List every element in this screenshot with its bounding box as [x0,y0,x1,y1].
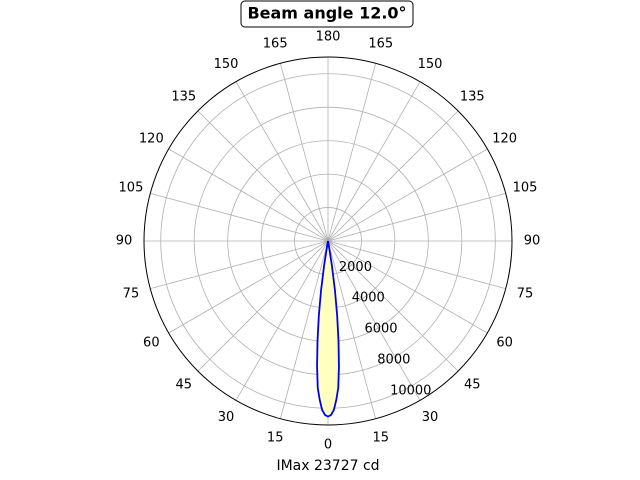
grid-line [327,192,506,242]
chart-title: Beam angle 12.0° [247,4,406,23]
theta-tick-label: 60 [496,336,513,351]
beam-line [316,240,340,418]
grid-line [327,110,459,242]
theta-tick-label: 135 [171,89,196,104]
theta-tick-label: 30 [422,410,439,425]
grid-line [197,240,329,372]
r-tick-label: 2000 [339,260,372,275]
theta-tick-label: 105 [119,181,144,196]
theta-tick-label: 15 [373,431,390,446]
grid-line [168,148,329,242]
theta-tick-label: 90 [524,234,541,249]
theta-tick-label: 75 [517,286,534,301]
theta-tick-label: 180 [316,30,341,45]
theta-tick-label: 15 [267,431,284,446]
theta-tick-label: 165 [368,36,393,51]
theta-tick-label: 150 [418,57,443,72]
grid-line [327,148,488,242]
title-box [240,0,414,28]
grid-line [327,63,377,242]
theta-tick-label: 45 [175,378,192,393]
grid-line [327,240,459,372]
theta-tick-label: 75 [123,286,140,301]
theta-tick-label: 135 [460,89,485,104]
x-axis-label: IMax 23727 cd [276,458,379,474]
theta-tick-label: 105 [513,181,538,196]
grid-line [279,63,329,242]
theta-tick-label: 120 [492,132,517,147]
theta-tick-label: 30 [218,410,235,425]
grid-line [235,81,329,242]
outer-circle [143,56,513,426]
theta-tick-label: 90 [116,234,133,249]
r-tick-label: 8000 [377,353,410,368]
grid-line [327,240,421,401]
grid-line [327,240,377,419]
grid-line [150,240,329,290]
theta-tick-label: 165 [263,36,288,51]
grid-line [197,110,329,242]
grid-line [327,240,506,290]
grid-line [279,240,329,419]
theta-tick-label: 150 [214,57,239,72]
theta-tick-label: 120 [139,132,164,147]
grid-line [327,81,421,242]
theta-tick-label: 45 [464,378,481,393]
theta-tick-label: 0 [324,438,332,453]
grid-line [168,240,329,334]
theta-tick-label: 60 [143,336,160,351]
grid-line [327,240,488,334]
grid-line [150,192,329,242]
r-tick-label: 4000 [352,291,385,306]
r-tick-label: 6000 [364,322,397,337]
grid-line [235,240,329,401]
beam-area [317,241,339,417]
r-tick-label: 10000 [390,383,431,398]
